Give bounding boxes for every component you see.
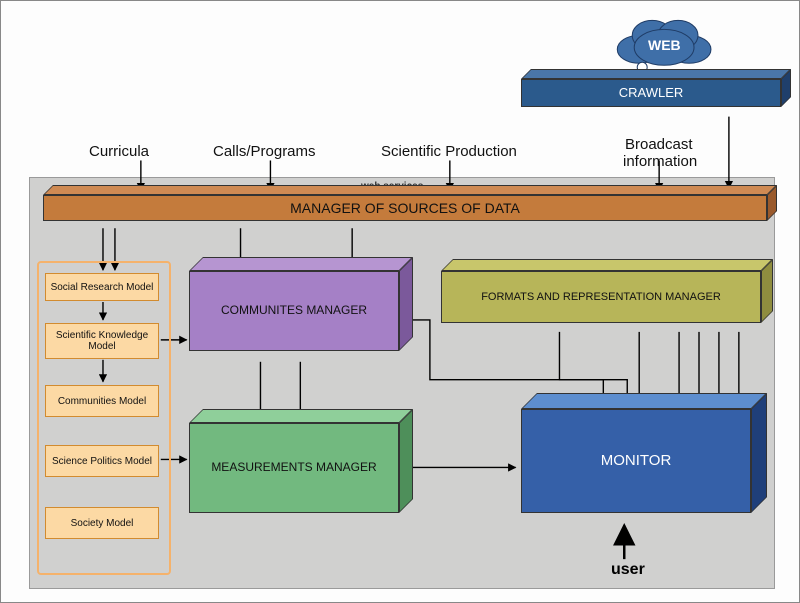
measurements-front: MEASUREMENTS MANAGER (189, 423, 399, 513)
model-communities: Communities Model (45, 385, 159, 417)
crawler-label: CRAWLER (619, 86, 684, 101)
communities-front: COMMUNITES MANAGER (189, 271, 399, 351)
monitor-front: MONITOR (521, 409, 751, 513)
formats-label: FORMATS AND REPRESENTATION MANAGER (481, 291, 721, 304)
measurements-side (399, 409, 413, 513)
input-scientific: Scientific Production (381, 143, 517, 160)
communities-manager-block: COMMUNITES MANAGER (189, 257, 413, 351)
crawler-block: CRAWLER (521, 69, 791, 107)
communities-side (399, 257, 413, 351)
monitor-block: MONITOR (521, 393, 767, 513)
input-calls: Calls/Programs (213, 143, 316, 160)
model-social-research: Social Research Model (45, 273, 159, 301)
formats-front: FORMATS AND REPRESENTATION MANAGER (441, 271, 761, 323)
monitor-side (751, 393, 767, 513)
monitor-top (521, 393, 767, 409)
web-cloud-label: WEB (648, 37, 681, 53)
manager-sources-block: MANAGER OF SOURCES OF DATA (43, 185, 777, 221)
crawler-top (521, 69, 791, 79)
communities-label: COMMUNITES MANAGER (221, 304, 367, 318)
input-broadcast2: information (623, 153, 697, 170)
manager-sources-label: MANAGER OF SOURCES OF DATA (290, 200, 520, 216)
manager-sources-front: MANAGER OF SOURCES OF DATA (43, 195, 767, 221)
model-society: Society Model (45, 507, 159, 539)
formats-side (761, 259, 773, 323)
user-label: user (611, 561, 645, 579)
measurements-manager-block: MEASUREMENTS MANAGER (189, 409, 413, 513)
formats-manager-block: FORMATS AND REPRESENTATION MANAGER (441, 259, 773, 323)
monitor-label: MONITOR (601, 452, 672, 469)
input-broadcast1: Broadcast (625, 136, 693, 153)
formats-top (441, 259, 773, 271)
crawler-front: CRAWLER (521, 79, 781, 107)
measurements-top (189, 409, 413, 423)
model-scientific-knowledge: Scientific Knowledge Model (45, 323, 159, 359)
input-curricula: Curricula (89, 143, 149, 160)
architecture-diagram: WEB CRAWLER Curricula Calls/Programs Sci… (0, 0, 800, 603)
measurements-label: MEASUREMENTS MANAGER (211, 461, 376, 475)
manager-sources-top (43, 185, 777, 195)
communities-top (189, 257, 413, 271)
model-science-politics: Science Politics Model (45, 445, 159, 477)
